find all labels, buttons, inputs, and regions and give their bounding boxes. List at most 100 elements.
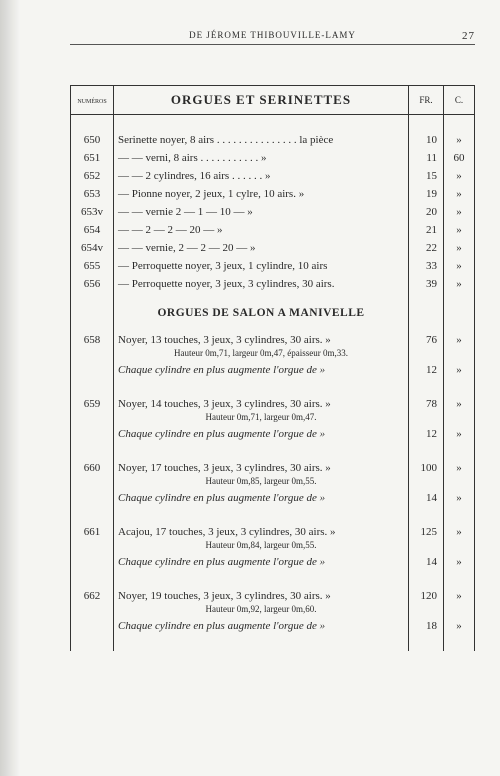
- cell-augment: Chaque cylindre en plus augmente l'orgue…: [114, 617, 409, 635]
- cell-augment: Chaque cylindre en plus augmente l'orgue…: [114, 361, 409, 379]
- table-row-augment: Chaque cylindre en plus augmente l'orgue…: [71, 489, 475, 507]
- cell-num: 654v: [71, 239, 114, 257]
- cell-num: 653: [71, 185, 114, 203]
- cell-num: 650: [71, 131, 114, 149]
- cell-num: 654: [71, 221, 114, 239]
- cell-fr: 12: [409, 361, 444, 379]
- cell-fr: 76: [409, 331, 444, 361]
- cell-c: »: [444, 553, 475, 571]
- cell-c: »: [444, 587, 475, 617]
- cell-desc: — — vernie, 2 — 2 — 20 — »: [114, 239, 409, 257]
- cell-desc: Noyer, 13 touches, 3 jeux, 3 cylindres, …: [114, 331, 409, 361]
- cell-fr: 78: [409, 395, 444, 425]
- page-number: 27: [462, 30, 475, 42]
- table-row: 660Noyer, 17 touches, 3 jeux, 3 cylindre…: [71, 459, 475, 489]
- cell-desc: — — vernie 2 — 1 — 10 — »: [114, 203, 409, 221]
- cell-c: »: [444, 331, 475, 361]
- cell-c: »: [444, 523, 475, 553]
- cell-augment: Chaque cylindre en plus augmente l'orgue…: [114, 425, 409, 443]
- cell-c: »: [444, 167, 475, 185]
- cell-fr: 20: [409, 203, 444, 221]
- table-row: 653— Pionne noyer, 2 jeux, 1 cylre, 10 a…: [71, 185, 475, 203]
- cell-c: »: [444, 185, 475, 203]
- cell-num: 652: [71, 167, 114, 185]
- header-text: DE JÉROME THIBOUVILLE-LAMY: [189, 30, 356, 40]
- cell-num: 656: [71, 275, 114, 293]
- binding-shadow: [0, 0, 20, 776]
- cell-desc: — — verni, 8 airs . . . . . . . . . . . …: [114, 149, 409, 167]
- cell-num: 655: [71, 257, 114, 275]
- cell-desc: Noyer, 17 touches, 3 jeux, 3 cylindres, …: [114, 459, 409, 489]
- cell-fr: 22: [409, 239, 444, 257]
- section-title-2-row: ORGUES DE SALON A MANIVELLE: [71, 293, 475, 331]
- table-row-augment: Chaque cylindre en plus augmente l'orgue…: [71, 425, 475, 443]
- cell-desc: Noyer, 19 touches, 3 jeux, 3 cylindres, …: [114, 587, 409, 617]
- cell-augment: Chaque cylindre en plus augmente l'orgue…: [114, 489, 409, 507]
- cell-desc: — — 2 — 2 — 20 — »: [114, 221, 409, 239]
- dimensions-note: Hauteur 0m,84, largeur 0m,55.: [118, 540, 404, 550]
- table-row-augment: Chaque cylindre en plus augmente l'orgue…: [71, 361, 475, 379]
- cell-num: 651: [71, 149, 114, 167]
- table-row: 650Serinette noyer, 8 airs . . . . . . .…: [71, 131, 475, 149]
- cell-num: 653v: [71, 203, 114, 221]
- dimensions-note: Hauteur 0m,92, largeur 0m,60.: [118, 604, 404, 614]
- running-head: DE JÉROME THIBOUVILLE-LAMY 27: [70, 30, 475, 40]
- cell-c: »: [444, 203, 475, 221]
- table-row-augment: Chaque cylindre en plus augmente l'orgue…: [71, 617, 475, 635]
- cell-fr: 125: [409, 523, 444, 553]
- cell-c: »: [444, 131, 475, 149]
- cell-c: »: [444, 425, 475, 443]
- cell-num: 658: [71, 331, 114, 361]
- cell-fr: 19: [409, 185, 444, 203]
- cell-c: »: [444, 617, 475, 635]
- cell-augment: Chaque cylindre en plus augmente l'orgue…: [114, 553, 409, 571]
- cell-num: 661: [71, 523, 114, 553]
- table-row: 659Noyer, 14 touches, 3 jeux, 3 cylindre…: [71, 395, 475, 425]
- dimensions-note: Hauteur 0m,71, largeur 0m,47, épaisseur …: [118, 348, 404, 358]
- cell-c: »: [444, 275, 475, 293]
- catalog-table: numéros ORGUES ET SERINETTES FR. C. 650S…: [70, 85, 475, 651]
- dimensions-note: Hauteur 0m,71, largeur 0m,47.: [118, 412, 404, 422]
- table-row: 654— — 2 — 2 — 20 — »21»: [71, 221, 475, 239]
- table-row: 653v— — vernie 2 — 1 — 10 — »20»: [71, 203, 475, 221]
- cell-fr: 11: [409, 149, 444, 167]
- cell-fr: 18: [409, 617, 444, 635]
- cell-fr: 10: [409, 131, 444, 149]
- cell-c: »: [444, 361, 475, 379]
- cell-c: »: [444, 395, 475, 425]
- cell-fr: 14: [409, 553, 444, 571]
- table-row: 662Noyer, 19 touches, 3 jeux, 3 cylindre…: [71, 587, 475, 617]
- cell-desc: Acajou, 17 touches, 3 jeux, 3 cylindres,…: [114, 523, 409, 553]
- table-header-row: numéros ORGUES ET SERINETTES FR. C.: [71, 86, 475, 115]
- table-row: 658Noyer, 13 touches, 3 jeux, 3 cylindre…: [71, 331, 475, 361]
- cell-fr: 100: [409, 459, 444, 489]
- cell-c: »: [444, 257, 475, 275]
- cell-desc: Serinette noyer, 8 airs . . . . . . . . …: [114, 131, 409, 149]
- cell-c: »: [444, 489, 475, 507]
- section-title-2: ORGUES DE SALON A MANIVELLE: [114, 293, 409, 331]
- table-row: 651— — verni, 8 airs . . . . . . . . . .…: [71, 149, 475, 167]
- cell-fr: 21: [409, 221, 444, 239]
- cell-desc: — Pionne noyer, 2 jeux, 1 cylre, 10 airs…: [114, 185, 409, 203]
- cell-num: 660: [71, 459, 114, 489]
- cell-num: 662: [71, 587, 114, 617]
- cell-desc: Noyer, 14 touches, 3 jeux, 3 cylindres, …: [114, 395, 409, 425]
- cell-fr: 12: [409, 425, 444, 443]
- cell-num: 659: [71, 395, 114, 425]
- dimensions-note: Hauteur 0m,85, largeur 0m,55.: [118, 476, 404, 486]
- table-row: 654v— — vernie, 2 — 2 — 20 — »22»: [71, 239, 475, 257]
- cell-fr: 14: [409, 489, 444, 507]
- cell-desc: — Perroquette noyer, 3 jeux, 1 cylindre,…: [114, 257, 409, 275]
- table-row: 656— Perroquette noyer, 3 jeux, 3 cylind…: [71, 275, 475, 293]
- page: DE JÉROME THIBOUVILLE-LAMY 27 numéros OR…: [0, 0, 500, 776]
- cell-c: »: [444, 221, 475, 239]
- cell-fr: 39: [409, 275, 444, 293]
- table-row-augment: Chaque cylindre en plus augmente l'orgue…: [71, 553, 475, 571]
- cell-c: 60: [444, 149, 475, 167]
- table-row: 655— Perroquette noyer, 3 jeux, 1 cylind…: [71, 257, 475, 275]
- table-row: 652— — 2 cylindres, 16 airs . . . . . . …: [71, 167, 475, 185]
- cell-fr: 15: [409, 167, 444, 185]
- col-fr: FR.: [409, 86, 444, 115]
- cell-c: »: [444, 459, 475, 489]
- cell-c: »: [444, 239, 475, 257]
